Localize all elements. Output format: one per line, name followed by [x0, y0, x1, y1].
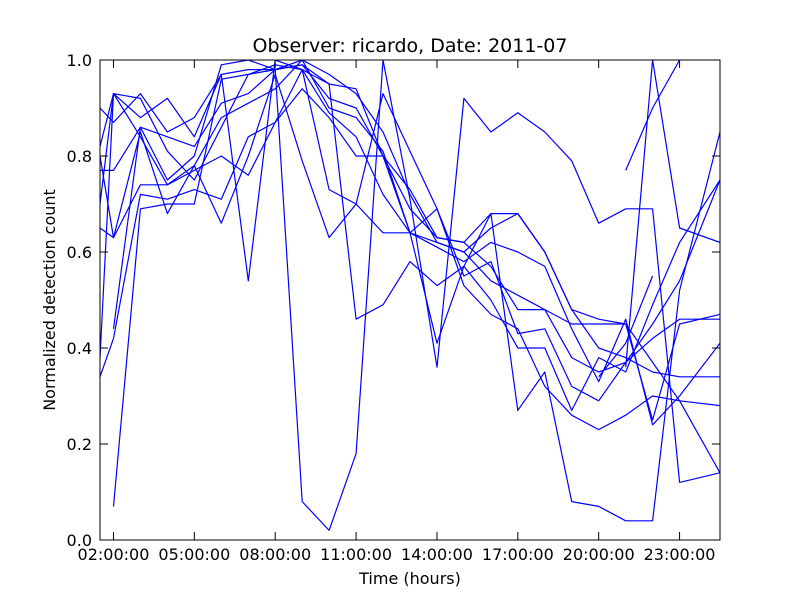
- x-tick-label-2: 05:00:00: [158, 545, 230, 564]
- y-tick-label-4: 0.6: [67, 243, 92, 262]
- series-line-1: [100, 60, 720, 407]
- x-tick-label-3: 08:00:00: [239, 545, 311, 564]
- series-layer: [100, 60, 720, 532]
- series-line-7: [100, 60, 720, 474]
- x-tick-label-1: 02:00:00: [78, 545, 150, 564]
- x-tick-label-8: 23:00:00: [644, 545, 716, 564]
- y-tick-label-2: 0.2: [67, 435, 92, 454]
- y-tick-label-3: 0.4: [67, 339, 92, 358]
- y-axis-label: Normalized detection count: [40, 189, 59, 411]
- series-line-10: [112, 60, 720, 522]
- series-line-12: [598, 275, 654, 378]
- x-tick-label-4: 11:00:00: [320, 545, 392, 564]
- x-axis-label: Time (hours): [358, 569, 461, 588]
- series-line-13: [625, 60, 720, 368]
- y-tick-label-1: 0.0: [67, 531, 92, 550]
- series-line-8: [100, 73, 720, 411]
- x-tick-label-7: 20:00:00: [563, 545, 635, 564]
- series-line-6: [100, 68, 720, 402]
- chart-title: Observer: ricardo, Date: 2011-07: [253, 35, 568, 57]
- ticks-layer: 02:00:00 05:00:00 08:00:00 11:00:00 14:00:00…: [67, 51, 720, 564]
- series-line-11: [625, 60, 681, 171]
- x-tick-label-5: 14:00:00: [401, 545, 473, 564]
- series-line-2: [100, 64, 720, 378]
- x-tick-label-6: 17:00:00: [482, 545, 554, 564]
- plot-area-frame: [99, 59, 721, 541]
- y-tick-label-6: 1.0: [67, 51, 92, 70]
- series-line-9: [112, 60, 720, 532]
- y-tick-label-5: 0.8: [67, 147, 92, 166]
